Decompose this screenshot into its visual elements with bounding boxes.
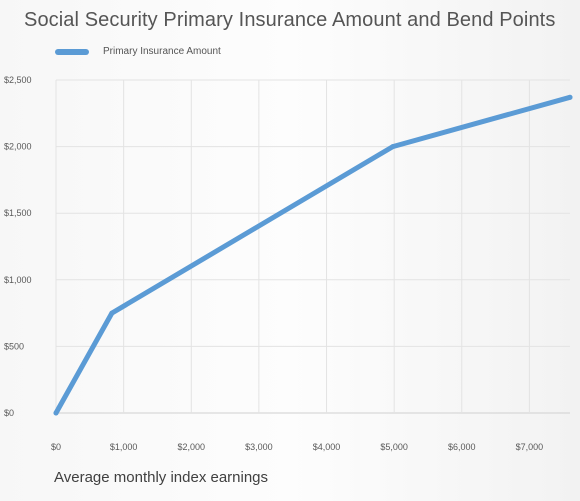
x-tick-label: $6,000 [448,442,476,452]
x-tick-label: $4,000 [313,442,341,452]
x-tick-label: $2,000 [177,442,205,452]
legend-label: Primary Insurance Amount [103,46,221,57]
chart-series [53,94,573,416]
x-tick-label: $1,000 [110,442,138,452]
y-tick-label: $2,500 [4,75,32,85]
x-axis-ticks: $0 $1,000 $2,000 $3,000 $4,000 $5,000 $6,000 $7… [51,442,543,452]
x-axis-label: Average monthly index earnings [54,469,269,486]
y-tick-label: $1,500 [4,208,32,218]
x-tick-label: $7,000 [516,442,544,452]
y-tick-label: $1,000 [4,275,32,285]
chart-legend: Primary Insurance Amount [55,46,221,57]
y-tick-label: $500 [4,341,24,351]
y-tick-label: $0 [4,408,14,418]
x-tick-label: $3,000 [245,442,273,452]
x-tick-label: $0 [51,442,61,452]
series-line [53,94,573,416]
chart-title: Social Security Primary Insurance Amount… [24,9,556,31]
data-point [390,144,396,150]
x-tick-label: $5,000 [380,442,408,452]
data-point [109,310,115,316]
chart-grid [55,79,570,414]
y-axis-ticks: $0 $500 $1,000 $1,500 $2,000 $2,500 [4,75,32,418]
data-point [567,94,573,100]
data-point [53,410,59,416]
y-tick-label: $2,000 [4,142,32,152]
legend-swatch [55,48,89,55]
